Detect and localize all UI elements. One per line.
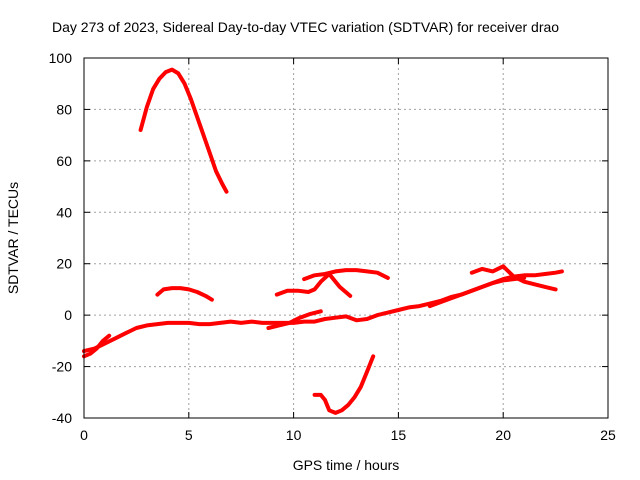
- axis-ticks: [83, 57, 609, 419]
- y-tick-label: -40: [52, 410, 72, 426]
- x-tick-label: 20: [495, 427, 511, 443]
- y-tick-label: 100: [49, 50, 73, 66]
- series-bump-near-5: [155, 286, 214, 302]
- series-low-arc: [312, 354, 376, 415]
- y-tick-label: 60: [56, 153, 72, 169]
- x-tick-label: 15: [391, 427, 407, 443]
- chart-title: Day 273 of 2023, Sidereal Day-to-day VTE…: [52, 19, 559, 35]
- series-group: [82, 67, 564, 415]
- tick-labels: 0 5 10 15 20 25 -40 -20 0 20 40 60 80 100: [49, 50, 616, 443]
- x-tick-label: 10: [286, 427, 302, 443]
- x-tick-label: 0: [80, 427, 88, 443]
- y-tick-label: -20: [52, 359, 72, 375]
- plot-frame: [83, 57, 609, 419]
- series-branch-near-11: [274, 272, 353, 298]
- series-high-arc: [138, 67, 229, 194]
- y-axis-label: SDTVAR / TECUs: [5, 182, 21, 294]
- x-tick-label: 5: [185, 427, 193, 443]
- series-tail-near-20: [427, 275, 527, 309]
- series-ridge-near-13: [302, 268, 390, 282]
- grid: [84, 58, 608, 418]
- y-tick-label: 80: [56, 101, 72, 117]
- series-lower-branch-near-10: [266, 309, 323, 330]
- x-axis-label: GPS time / hours: [293, 457, 400, 473]
- series-start-spike: [82, 333, 112, 359]
- series-spread-near-20: [469, 264, 558, 292]
- y-tick-label: 0: [64, 307, 72, 323]
- x-tick-label: 25: [600, 427, 616, 443]
- y-tick-label: 20: [56, 256, 72, 272]
- y-tick-label: 40: [56, 204, 72, 220]
